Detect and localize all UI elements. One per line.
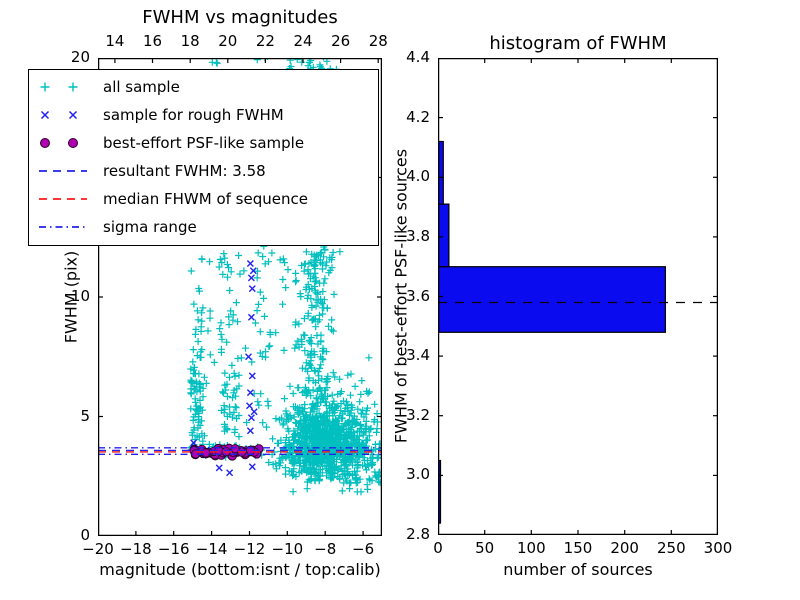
left-plot-xtick-label: −10 [271,540,304,558]
right-plot-title: histogram of FWHM [489,33,667,54]
legend: all sample sample for rough FWHM best-ef… [28,69,379,246]
left-plot-ytick-label: 20 [70,48,90,66]
left-plot-xtick-label: −8 [314,540,337,558]
left-plot-xtick-label: −16 [157,540,190,558]
left-plot-xtick-label: −20 [82,540,114,558]
right-plot-ytick-label: 3.6 [406,286,430,305]
right-plot-ytick-label: 3.4 [406,346,430,365]
right-plot-xtick-label: 200 [610,539,639,557]
right-plot-ytick-label: 3.2 [406,405,430,424]
left-plot-xaxis-label: magnitude (bottom:isnt / top:calib) [99,560,381,579]
right-plot-xtick-label: 150 [563,539,593,557]
right-plot-xtick-label: 100 [517,539,546,557]
left-plot-title: FWHM vs magnitudes [142,7,338,28]
legend-label: resultant FWHM: 3.58 [103,162,266,180]
blue-dashdot-line-icon [38,219,88,235]
legend-entry-all-sample: all sample [38,73,378,101]
right-plot-xtick-label: 300 [703,539,733,557]
fwhm-vs-magnitudes-plot [98,58,382,536]
blue-dashed-line-icon [38,163,88,179]
left-plot-top-xtick-label: 22 [255,32,275,50]
right-plot-yaxis-label: FWHM of best-effort PSF-like sources [391,148,411,444]
left-plot-top-xtick-label: 18 [180,32,200,50]
right-plot-ytick-label: 3.0 [406,465,430,484]
left-plot-top-xtick-label: 14 [105,32,125,50]
plus-marker-icon [38,79,88,95]
x-marker-icon [38,107,88,123]
left-plot-yaxis-label: FWHM (pix) [61,250,81,344]
left-plot-top-xtick-label: 28 [368,32,388,50]
left-plot-xtick-label: −6 [352,540,375,558]
left-plot-xtick-label: −12 [233,540,266,558]
right-plot-ytick-label: 2.8 [406,525,430,543]
legend-label: all sample [103,78,180,96]
legend-entry-psf-like-sample: best-effort PSF-like sample [38,129,378,157]
left-plot-ytick-label: 5 [80,406,90,425]
legend-label: sample for rough FWHM [103,106,284,124]
right-plot-ytick-label: 4.2 [406,107,430,126]
right-plot-xtick-label: 250 [657,539,686,557]
legend-entry-resultant-fwhm: resultant FWHM: 3.58 [38,157,378,185]
left-plot-xtick-label: −18 [120,540,152,558]
right-plot-xaxis-label: number of sources [503,560,653,579]
right-plot-xtick-label: 0 [433,539,443,557]
left-plot-ytick-label: 10 [70,287,90,305]
left-plot-ytick-label: 0 [80,526,90,544]
left-plot-top-xtick-label: 20 [218,32,238,50]
red-dashed-line-icon [38,191,88,207]
right-plot-ytick-label: 3.8 [406,226,430,245]
left-plot-top-xtick-label: 26 [331,32,351,50]
left-plot-xtick-label: −14 [195,540,228,558]
right-plot-ytick-label: 4.0 [406,167,430,186]
fwhm-histogram-plot [438,58,718,535]
legend-label: sigma range [103,218,197,236]
right-plot-ytick-label: 4.4 [406,48,430,66]
left-plot-top-xtick-label: 16 [142,32,163,50]
legend-entry-rough-fwhm-sample: sample for rough FWHM [38,101,378,129]
legend-entry-median-fwhm: median FHWM of sequence [38,185,378,213]
legend-label: best-effort PSF-like sample [103,134,305,152]
circle-marker-icon [38,135,88,151]
left-plot-top-xtick-label: 24 [293,32,313,50]
legend-entry-sigma-range: sigma range [38,213,378,241]
legend-label: median FHWM of sequence [103,190,308,208]
right-plot-xtick-label: 50 [475,539,495,557]
